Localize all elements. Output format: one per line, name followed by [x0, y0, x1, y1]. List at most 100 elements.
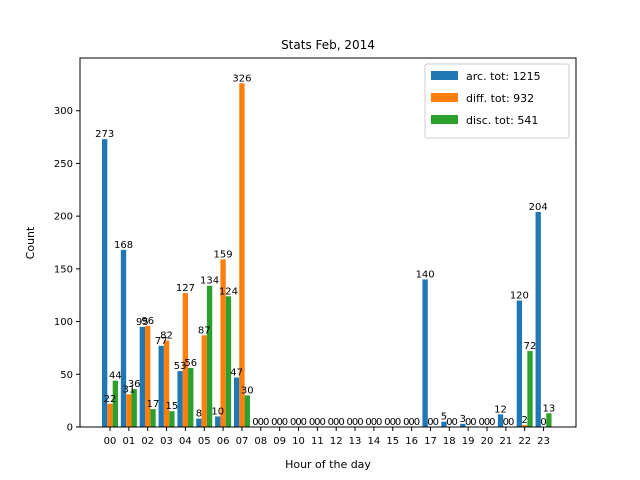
x-tick-label-11: 11: [311, 436, 324, 447]
bar-21-series-0: [497, 414, 504, 427]
data-label-10-series-1: 0: [295, 417, 301, 428]
y-tick-label-200: 200: [54, 212, 73, 223]
bar-02-series-2: [150, 409, 156, 427]
y-tick-label-150: 150: [54, 264, 73, 275]
bar-06-series-2: [225, 296, 232, 427]
data-label-23-series-1: 0: [540, 417, 546, 428]
data-label-20-series-0: 0: [478, 417, 484, 428]
bar-00-series-2: [112, 380, 118, 427]
data-label-02-series-0: 95: [136, 317, 149, 328]
data-label-07-series-2: 30: [241, 385, 254, 396]
x-axis-label: Hour of the day: [285, 458, 371, 471]
data-label-20-series-1: 0: [484, 417, 490, 428]
data-label-01-series-2: 36: [128, 379, 141, 390]
bar-07-series-2: [244, 395, 250, 427]
x-tick-label-19: 19: [462, 436, 475, 447]
data-label-11-series-0: 0: [309, 417, 315, 428]
bar-01-series-1: [126, 394, 132, 427]
x-tick-label-13: 13: [349, 436, 362, 447]
legend-box: [424, 63, 570, 139]
data-label-10-series-0: 0: [290, 417, 296, 428]
legend-swatch-2: [431, 115, 458, 124]
y-axis-label: Count: [24, 226, 37, 259]
x-tick-label-07: 07: [236, 436, 249, 447]
data-label-15-series-2: 0: [395, 417, 401, 428]
y-tick-label-300: 300: [54, 106, 73, 117]
data-label-04-series-1: 127: [176, 283, 195, 294]
data-label-19-series-1: 0: [465, 417, 471, 428]
legend-label-0: arc. tot: 1215: [466, 70, 541, 83]
data-label-06-series-1: 159: [214, 249, 233, 260]
bar-22-series-1: [522, 424, 528, 427]
bar-04-series-2: [188, 367, 194, 427]
x-tick-label-06: 06: [217, 436, 230, 447]
x-tick-label-20: 20: [481, 436, 494, 447]
x-tick-label-04: 04: [179, 436, 192, 447]
bars-layer: [102, 83, 552, 428]
x-axis: 00 01 02 03 04 05 06 07 08 09 10 11 12 13 14 15 16 17 18 19…: [104, 427, 550, 447]
data-label-02-series-1: 96: [141, 316, 154, 327]
x-tick-label-02: 02: [141, 436, 154, 447]
data-label-16-series-1: 0: [408, 417, 414, 428]
data-label-18-series-2: 0: [451, 417, 457, 428]
chart-title: Stats Feb, 2014: [281, 38, 375, 52]
y-axis: 0 50 100 150 200 250 300: [54, 106, 80, 434]
data-label-23-series-0: 204: [529, 202, 548, 213]
bar-05-series-1: [201, 335, 207, 427]
bar-02-series-1: [145, 325, 151, 427]
data-label-09-series-0: 0: [271, 417, 277, 428]
data-label-15-series-1: 0: [390, 417, 396, 428]
data-label-12-series-0: 0: [328, 417, 334, 428]
x-tick-label-01: 01: [122, 436, 135, 447]
data-label-21-series-1: 0: [503, 417, 509, 428]
data-label-07-series-1: 326: [232, 73, 251, 84]
x-tick-label-03: 03: [160, 436, 173, 447]
bar-01-series-0: [120, 249, 127, 427]
data-label-14-series-2: 0: [376, 417, 382, 428]
bar-05-series-2: [206, 285, 213, 427]
data-label-03-series-2: 15: [166, 401, 179, 412]
data-label-19-series-0: 3: [460, 414, 466, 425]
data-label-13-series-2: 0: [357, 417, 363, 428]
bar-00-series-0: [102, 139, 108, 427]
data-label-07-series-0: 47: [230, 367, 243, 378]
x-tick-label-15: 15: [386, 436, 399, 447]
y-tick-label-250: 250: [54, 159, 73, 170]
x-tick-label-14: 14: [368, 436, 381, 447]
data-label-13-series-0: 0: [347, 417, 353, 428]
x-tick-label-08: 08: [254, 436, 267, 447]
data-label-17-series-0: 140: [416, 269, 435, 280]
data-label-04-series-0: 53: [174, 361, 187, 372]
bar-22-series-0: [516, 300, 523, 427]
legend-swatch-1: [431, 93, 458, 102]
x-tick-label-12: 12: [330, 436, 343, 447]
data-label-12-series-1: 0: [333, 417, 339, 428]
data-label-03-series-0: 77: [155, 336, 168, 347]
x-tick-label-22: 22: [518, 436, 531, 447]
bar-06-series-1: [220, 259, 226, 427]
data-label-22-series-0: 120: [510, 290, 529, 301]
data-label-18-series-0: 5: [441, 412, 447, 423]
bar-00-series-1: [107, 403, 113, 427]
data-label-09-series-2: 0: [282, 417, 288, 428]
data-label-06-series-0: 10: [211, 406, 224, 417]
data-label-08-series-1: 0: [258, 417, 264, 428]
bar-05-series-0: [196, 418, 202, 427]
x-tick-label-09: 09: [273, 436, 286, 447]
data-label-11-series-2: 0: [319, 417, 325, 428]
legend-label-2: disc. tot: 541: [466, 114, 538, 127]
data-label-14-series-0: 0: [365, 417, 371, 428]
data-label-00-series-0: 273: [95, 129, 114, 140]
x-tick-label-21: 21: [499, 436, 512, 447]
data-label-17-series-2: 0: [433, 417, 439, 428]
data-label-13-series-1: 0: [352, 417, 358, 428]
data-label-00-series-1: 22: [104, 394, 117, 405]
bar-17-series-0: [422, 279, 428, 427]
x-tick-label-23: 23: [537, 436, 550, 447]
data-label-01-series-1: 31: [122, 384, 135, 395]
y-tick-label-100: 100: [54, 317, 73, 328]
x-tick-label-00: 00: [104, 436, 117, 447]
data-label-21-series-2: 0: [508, 417, 514, 428]
data-label-05-series-1: 87: [198, 325, 211, 336]
data-label-00-series-2: 44: [109, 371, 122, 382]
